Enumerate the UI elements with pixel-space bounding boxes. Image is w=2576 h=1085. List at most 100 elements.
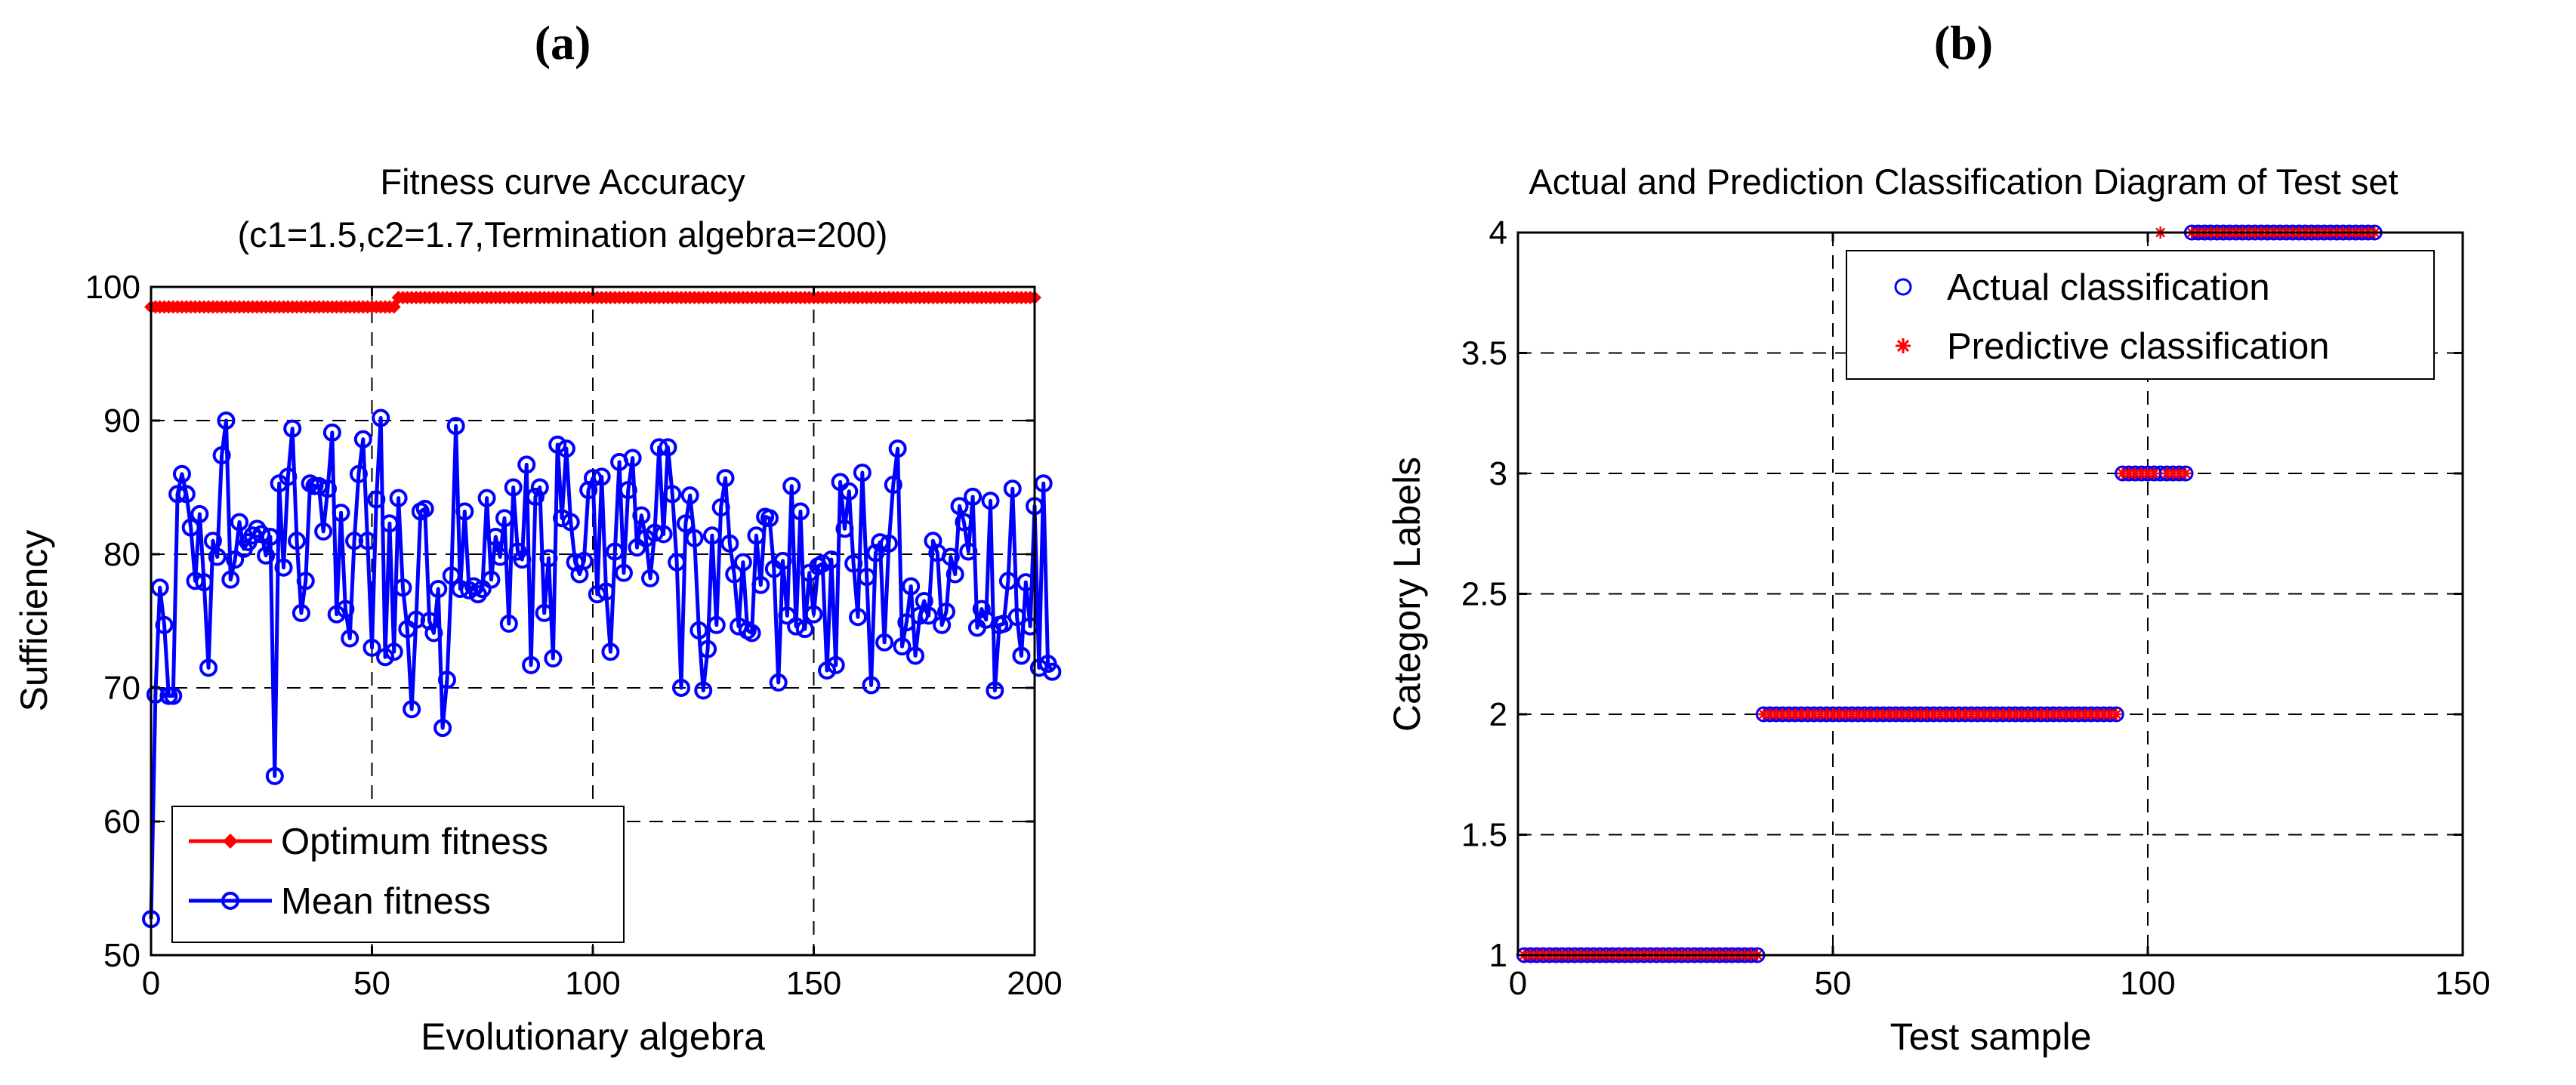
legend-optimum-marker xyxy=(223,834,238,849)
mean-fitness-point xyxy=(539,549,558,568)
predictive-classification-stroke xyxy=(2111,709,2121,720)
mean-fitness-point xyxy=(632,506,651,525)
mean-fitness-point xyxy=(199,658,218,677)
mean-fitness-point xyxy=(778,606,797,625)
mean-fitness-point xyxy=(274,558,293,577)
chart-b-xlabel: Test sample xyxy=(1890,1016,2092,1058)
mean-fitness-point xyxy=(257,546,276,565)
mean-fitness-point xyxy=(575,551,594,570)
mean-fitness-point xyxy=(535,603,554,622)
mean-fitness-point xyxy=(150,578,169,597)
mean-fitness-point xyxy=(637,529,656,547)
chart-b-ylabel: Category Labels xyxy=(1386,457,1428,732)
mean-fitness-point xyxy=(1007,608,1026,627)
chart-a-ytick-label: 70 xyxy=(103,670,140,707)
chart-b-xtick-label: 150 xyxy=(2435,965,2490,1002)
mean-fitness-point xyxy=(791,502,810,521)
mean-fitness-point xyxy=(336,600,355,618)
mean-fitness-point xyxy=(941,547,960,566)
predictive-classification-point xyxy=(2180,467,2192,479)
chart-b-ytick-label: 1 xyxy=(1489,937,1507,974)
mean-fitness-point xyxy=(283,419,302,438)
panel-label-b: (b) xyxy=(1934,16,1993,69)
chart-a-title: Fitness curve Accuracy xyxy=(380,162,745,202)
mean-fitness-point xyxy=(544,649,563,668)
mean-fitness-point xyxy=(849,608,867,627)
chart-b-legend: Actual classification Predictive classif… xyxy=(1846,250,2435,380)
mean-fitness-point xyxy=(747,526,766,545)
mean-fitness-point xyxy=(702,526,721,545)
chart-a-ylabel: Sufficiency xyxy=(13,530,55,712)
mean-fitness-point xyxy=(530,478,549,497)
mean-fitness-point xyxy=(584,469,602,488)
mean-fitness-point xyxy=(751,575,770,594)
mean-fitness-point xyxy=(601,643,620,661)
chart-a-legend: Optimum fitness Mean fitness xyxy=(171,806,625,943)
chart-a-ytick-label: 50 xyxy=(103,937,140,974)
mean-fitness-point xyxy=(553,509,572,528)
legend-predictive-marker xyxy=(1896,338,1911,353)
mean-fitness-point xyxy=(597,582,615,601)
mean-fitness-point xyxy=(672,679,690,697)
chart-a-series xyxy=(142,291,1062,929)
mean-fitness-point xyxy=(407,610,425,629)
mean-fitness-point xyxy=(769,673,788,692)
mean-fitness-point xyxy=(981,492,1000,510)
mean-fitness-point xyxy=(195,573,214,592)
mean-fitness-point xyxy=(875,633,894,652)
mean-fitness-point xyxy=(310,476,329,495)
chart-a-xtick-label: 0 xyxy=(142,965,160,1002)
mean-fitness-point xyxy=(332,504,350,522)
mean-fitness-point xyxy=(707,615,726,634)
mean-fitness-point xyxy=(164,686,183,705)
mean-fitness-point xyxy=(358,532,377,550)
mean-fitness-point xyxy=(172,464,191,483)
mean-fitness-point xyxy=(499,615,518,633)
classification-chart: Actual and Prediction Classification Dia… xyxy=(1386,162,2491,1058)
mean-fitness-point xyxy=(862,676,881,695)
mean-fitness-point xyxy=(649,438,668,457)
chart-b-ticks: 0 50 100 150 1 1.5 2 2.5 3 3.5 4 xyxy=(1461,214,2491,1002)
mean-fitness-point xyxy=(866,544,885,563)
mean-fitness-point xyxy=(424,624,443,643)
mean-fitness-point xyxy=(844,554,863,573)
mean-fitness-point xyxy=(349,464,368,483)
mean-fitness-point xyxy=(804,605,823,624)
mean-fitness-point xyxy=(760,509,779,528)
mean-fitness-point xyxy=(853,464,872,482)
chart-a-ytick-label: 60 xyxy=(103,803,140,840)
legend-actual-marker xyxy=(1894,278,1912,296)
mean-fitness-point xyxy=(217,411,236,430)
mean-fitness-point xyxy=(1043,662,1062,681)
chart-a-legend-box xyxy=(171,806,625,943)
chart-b-title: Actual and Prediction Classification Dia… xyxy=(1529,162,2398,202)
mean-fitness-point xyxy=(654,525,673,544)
mean-fitness-point xyxy=(835,519,854,538)
mean-fitness-point xyxy=(818,661,837,680)
mean-fitness-point xyxy=(1012,646,1031,665)
mean-fitness-point xyxy=(376,648,395,667)
mean-fitness-point xyxy=(742,624,761,643)
legend-actual-label: Actual classification xyxy=(1947,267,2270,308)
mean-fitness-point xyxy=(606,542,625,561)
mean-fitness-point xyxy=(787,617,806,636)
mean-fitness-point xyxy=(879,534,898,553)
chart-a-xlabel: Evolutionary algebra xyxy=(421,1016,765,1058)
mean-fitness-point xyxy=(522,655,541,674)
predictive-classification-point xyxy=(2148,467,2161,479)
mean-fitness-point xyxy=(919,606,938,625)
mean-fitness-point xyxy=(168,485,187,504)
predictive-classification-stroke xyxy=(2149,468,2159,479)
mean-fitness-point xyxy=(403,700,421,719)
mean-fitness-point xyxy=(261,527,279,546)
mean-fitness-point xyxy=(177,485,196,504)
mean-fitness-point xyxy=(888,439,907,458)
mean-fitness-point xyxy=(372,408,390,427)
legend-mean-label: Mean fitness xyxy=(281,881,491,922)
mean-fitness-point xyxy=(902,577,921,596)
mean-fitness-point xyxy=(782,476,801,495)
mean-fitness-point xyxy=(495,509,514,528)
mean-fitness-point xyxy=(186,572,205,590)
mean-fitness-point xyxy=(1021,617,1040,636)
mean-fitness-point xyxy=(455,502,474,521)
